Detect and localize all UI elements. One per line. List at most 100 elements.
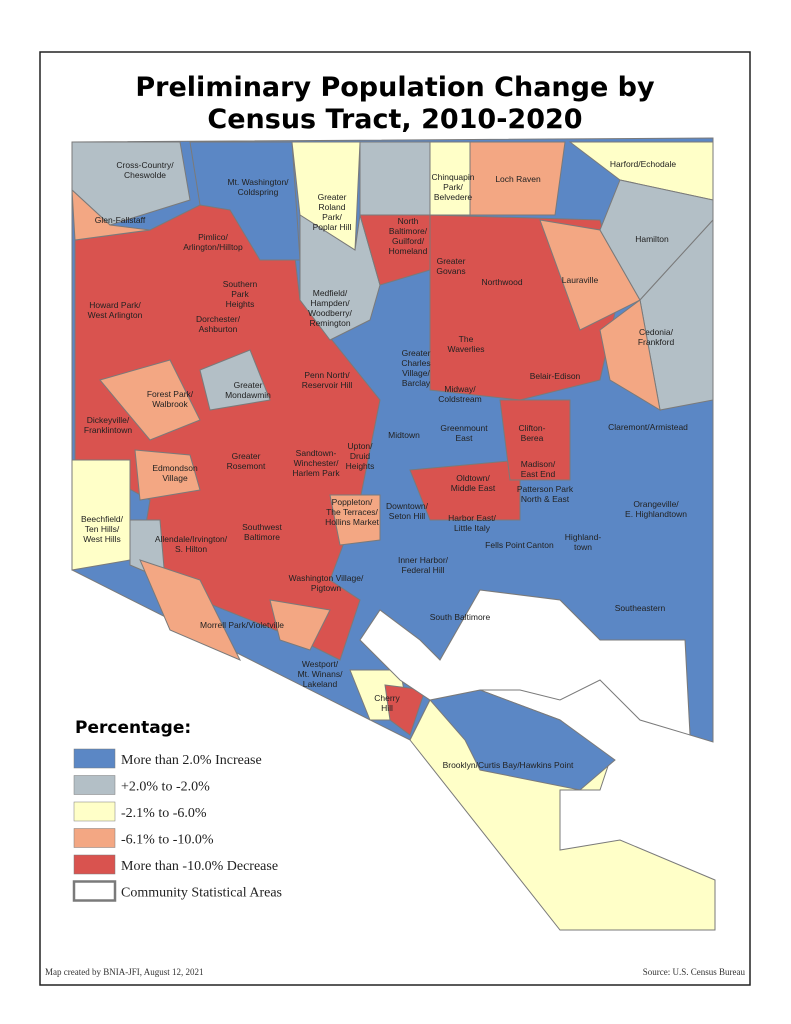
area-label: Greater Govans xyxy=(436,256,465,276)
area-label-line: The xyxy=(459,334,474,344)
legend-label: Community Statistical Areas xyxy=(121,886,282,901)
area-label-line: Clifton- xyxy=(519,423,546,433)
area-label-line: West Hills xyxy=(83,534,121,544)
area-label: Edmondson Village xyxy=(152,463,198,483)
area-label-line: Edmondson xyxy=(152,463,198,473)
area-label-line: Remington xyxy=(309,318,350,328)
area-label-line: East End xyxy=(521,469,556,479)
area-label: Midway/Coldstream xyxy=(438,384,481,404)
area-label-line: Chinquapin xyxy=(431,172,474,182)
area-label-line: town xyxy=(574,542,592,552)
area-label-line: Roland xyxy=(319,202,346,212)
area-label-line: Poppleton/ xyxy=(332,497,373,507)
area-label-line: Heights xyxy=(346,461,375,471)
area-label-line: Midtown xyxy=(388,430,420,440)
area-label-line: Baltimore/ xyxy=(389,226,428,236)
area-label: Patterson Park North & East xyxy=(517,484,574,504)
area-label: Southwest Baltimore xyxy=(242,522,282,542)
legend-title: Percentage: xyxy=(75,718,191,738)
area-label: Claremont/Armistead xyxy=(608,422,688,432)
area-label: Sandtown-Winchester/Harlem Park xyxy=(292,448,340,478)
area-label-line: Glen-Fallstaff xyxy=(95,215,146,225)
area-label: Penn North/Reservoir Hill xyxy=(302,370,353,390)
area-label-line: Orangeville/ xyxy=(633,499,679,509)
area-label: North Baltimore/Guilford/Homeland xyxy=(389,216,428,256)
area-label-line: Ashburton xyxy=(199,324,238,334)
area-label: Fells Point xyxy=(485,540,525,550)
area-label-line: Harlem Park xyxy=(292,468,340,478)
area-label-line: Oldtown/ xyxy=(456,473,490,483)
area-label-line: Forest Park/ xyxy=(147,389,194,399)
area-label: Washington Village/Pigtown xyxy=(289,573,364,593)
area-label: Belair-Edison xyxy=(530,371,581,381)
region xyxy=(409,459,521,521)
area-label: Upton/Druid Heights xyxy=(346,441,375,471)
area-label-line: Frankford xyxy=(638,337,675,347)
area-label: Dorchester/Ashburton xyxy=(196,314,241,334)
area-label-line: North xyxy=(398,216,419,226)
area-label-line: East xyxy=(455,433,473,443)
area-labels: Cross-Country/Cheswolde Mt. Washington/Co… xyxy=(81,159,688,770)
area-label-line: Mt. Washington/ xyxy=(227,177,289,187)
area-label: Howard Park/West Arlington xyxy=(88,300,143,320)
area-label: Hamilton xyxy=(635,234,669,244)
legend-label: -6.1% to -10.0% xyxy=(121,833,214,848)
area-label: Morrell Park/Violetville xyxy=(200,620,284,630)
area-label-line: Greater xyxy=(437,256,466,266)
legend-label: -2.1% to -6.0% xyxy=(121,806,207,821)
area-label: Pimlico/Arlington/Hilltop xyxy=(183,232,243,252)
area-label-line: Loch Raven xyxy=(495,174,541,184)
area-label-line: Homeland xyxy=(389,246,428,256)
area-label-line: Govans xyxy=(436,266,465,276)
area-label-line: Penn North/ xyxy=(304,370,350,380)
area-label: Glen-Fallstaff xyxy=(95,215,146,225)
area-label-line: Belair-Edison xyxy=(530,371,581,381)
area-label-line: Guilford/ xyxy=(392,236,425,246)
area-label-line: Berea xyxy=(521,433,544,443)
area-label-line: Rosemont xyxy=(227,461,266,471)
area-label-line: Claremont/Armistead xyxy=(608,422,688,432)
area-label-line: Cherry xyxy=(374,693,400,703)
area-label-line: Village/ xyxy=(402,368,430,378)
region xyxy=(499,399,571,481)
area-label-line: Dickeyville/ xyxy=(87,415,130,425)
area-label: Northwood xyxy=(481,277,522,287)
area-label: Allendale/Irvington/S. Hilton xyxy=(155,534,228,554)
area-label: Cross-Country/Cheswolde xyxy=(116,160,174,180)
legend-swatch xyxy=(73,801,116,822)
area-label-line: Fells Point xyxy=(485,540,525,550)
area-label-line: Upton/ xyxy=(347,441,373,451)
area-label-line: Baltimore xyxy=(244,532,280,542)
area-label: Greenmount East xyxy=(440,423,488,443)
area-label-line: Madison/ xyxy=(521,459,556,469)
area-label-line: Inner Harbor/ xyxy=(398,555,449,565)
area-label-line: Greater xyxy=(318,192,347,202)
area-label-line: Southeastern xyxy=(615,603,666,613)
area-label-line: Hollins Market xyxy=(325,517,379,527)
legend: More than 2.0% Increase +2.0% to -2.0% -2.… xyxy=(72,748,282,902)
area-label-line: Midway/ xyxy=(444,384,476,394)
region xyxy=(359,141,431,216)
region xyxy=(329,494,381,546)
area-label: Beechfield/Ten Hills/West Hills xyxy=(81,514,124,544)
area-label-line: Park xyxy=(231,289,249,299)
area-label-line: Charles xyxy=(401,358,430,368)
area-label-line: Federal Hill xyxy=(402,565,445,575)
title-line: Census Tract, 2010-2020 xyxy=(207,104,582,135)
area-label-line: Westport/ xyxy=(302,659,339,669)
area-label-line: Highland- xyxy=(565,532,602,542)
region xyxy=(429,689,616,791)
area-label: Midtown xyxy=(388,430,420,440)
area-label-line: Morrell Park/Violetville xyxy=(200,620,284,630)
area-label-line: Harford/Echodale xyxy=(610,159,676,169)
legend-swatch xyxy=(72,880,117,902)
area-label-line: Greenmount xyxy=(440,423,488,433)
area-label-line: Harbor East/ xyxy=(448,513,496,523)
area-label: Cherry Hill xyxy=(374,693,400,713)
area-label-line: Downtown/ xyxy=(386,501,429,511)
area-label: Dickeyville/Franklintown xyxy=(84,415,132,435)
area-label: Highland-town xyxy=(565,532,602,552)
area-label-line: Poplar Hill xyxy=(313,222,352,232)
area-label: Southeastern xyxy=(615,603,666,613)
